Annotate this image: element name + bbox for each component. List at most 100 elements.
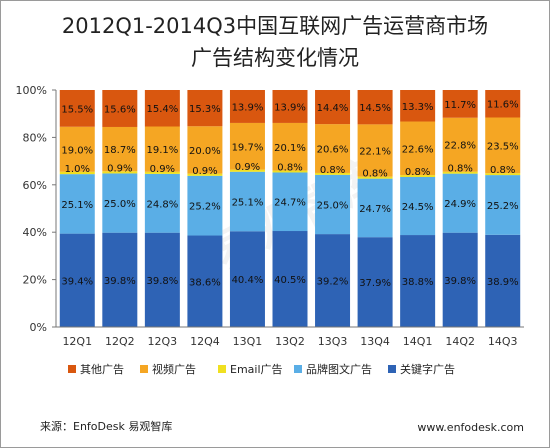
bar-segment <box>485 234 521 327</box>
bar-segment <box>59 90 95 127</box>
data-label: 20.0% <box>189 146 221 157</box>
data-label: 25.2% <box>487 201 519 212</box>
x-tick-label: 12Q1 <box>62 335 92 348</box>
data-label: 25.2% <box>189 202 221 213</box>
data-label: 13.9% <box>232 102 264 113</box>
data-label: 20.6% <box>317 145 349 156</box>
data-label: 0.8% <box>277 162 302 173</box>
bar-segment <box>272 172 308 232</box>
bar-segment <box>315 174 351 235</box>
x-tick-label: 14Q2 <box>445 335 475 348</box>
data-label: 39.8% <box>104 276 136 287</box>
data-label: 11.6% <box>487 100 519 111</box>
data-label: 39.2% <box>317 277 349 288</box>
x-tick-label: 13Q1 <box>233 335 263 348</box>
data-label: 15.5% <box>61 104 93 115</box>
bar-segment <box>315 234 351 327</box>
x-tick-label: 12Q2 <box>105 335 135 348</box>
data-label: 39.4% <box>61 276 93 287</box>
data-label: 15.6% <box>104 104 136 115</box>
data-label: 40.4% <box>232 275 264 286</box>
bar-segment <box>59 171 95 175</box>
bar-segment <box>229 90 265 123</box>
bar-segment <box>187 175 223 236</box>
y-tick-label: 100% <box>16 84 47 97</box>
bar-segment <box>144 232 180 327</box>
bar-segment <box>229 231 265 327</box>
bar-segment <box>357 237 393 327</box>
x-tick-label: 13Q4 <box>360 335 390 348</box>
data-label: 24.7% <box>274 198 306 209</box>
bar-segment <box>315 172 351 175</box>
data-label: 25.0% <box>104 199 136 210</box>
bar-segment <box>357 90 393 125</box>
bar-segment <box>400 90 436 122</box>
bar-segment <box>229 169 265 172</box>
bar-segment <box>187 90 223 127</box>
chart-title-line2: 广告结构变化情况 <box>191 46 359 70</box>
bar-segment <box>357 176 393 179</box>
legend-swatch <box>218 365 226 373</box>
bar-segment <box>485 175 521 235</box>
bar-segment <box>59 174 95 234</box>
data-label: 19.7% <box>232 142 264 153</box>
data-label: 22.1% <box>359 147 391 158</box>
bar-segment <box>442 173 478 233</box>
bar-segment <box>102 126 138 172</box>
data-label: 14.4% <box>317 103 349 114</box>
bar-segment <box>272 122 308 171</box>
legend-label: 关键字广告 <box>400 362 455 376</box>
legend-label: 视频广告 <box>152 362 196 376</box>
data-label: 1.0% <box>65 164 90 175</box>
data-label: 19.1% <box>146 145 178 156</box>
bar-segment <box>59 126 95 172</box>
data-label: 38.6% <box>189 277 221 288</box>
data-label: 19.0% <box>61 145 93 156</box>
data-label: 0.9% <box>107 163 132 174</box>
y-tick-label: 80% <box>23 131 47 144</box>
data-label: 0.8% <box>362 169 387 180</box>
bar-segment <box>102 90 138 127</box>
data-label: 0.9% <box>192 166 217 177</box>
data-label: 23.5% <box>487 141 519 152</box>
data-label: 37.9% <box>359 278 391 289</box>
chart-title-line1: 2012Q1-2014Q3中国互联网广告运营商市场 <box>61 14 489 38</box>
bar-segment <box>102 173 138 233</box>
bar-segment <box>485 117 521 174</box>
legend-swatch <box>294 365 302 373</box>
bar-segment <box>400 176 436 236</box>
data-label: 24.7% <box>359 204 391 215</box>
bar-segment <box>315 124 351 173</box>
bar-segment <box>400 175 436 177</box>
x-tick-label: 13Q3 <box>318 335 348 348</box>
data-label: 39.8% <box>146 276 178 287</box>
data-label: 38.8% <box>402 277 434 288</box>
data-label: 0.8% <box>405 167 430 178</box>
bar-segment <box>357 124 393 177</box>
data-label: 25.1% <box>61 200 93 211</box>
data-label: 0.8% <box>490 165 515 176</box>
bar-segment <box>229 122 265 170</box>
bar-segment <box>187 126 223 174</box>
bar-segment <box>102 232 138 327</box>
legend-swatch <box>68 365 76 373</box>
x-tick-label: 12Q3 <box>148 335 178 348</box>
bar-segment <box>400 235 436 327</box>
legend-label: 其他广告 <box>80 363 124 376</box>
bar-segment <box>357 178 393 238</box>
data-label: 39.8% <box>444 276 476 287</box>
y-tick-label: 40% <box>23 226 47 239</box>
y-tick-label: 60% <box>23 179 47 192</box>
data-label: 13.9% <box>274 102 306 113</box>
data-label: 18.7% <box>104 145 136 156</box>
bar-segment <box>229 171 265 232</box>
data-label: 13.3% <box>402 102 434 113</box>
data-label: 25.0% <box>317 200 349 211</box>
data-label: 0.9% <box>235 162 260 173</box>
bar-segment <box>442 232 478 327</box>
data-label: 25.1% <box>232 198 264 209</box>
bar-segment <box>442 171 478 174</box>
bar-segment <box>144 90 180 127</box>
data-label: 0.8% <box>320 165 345 176</box>
